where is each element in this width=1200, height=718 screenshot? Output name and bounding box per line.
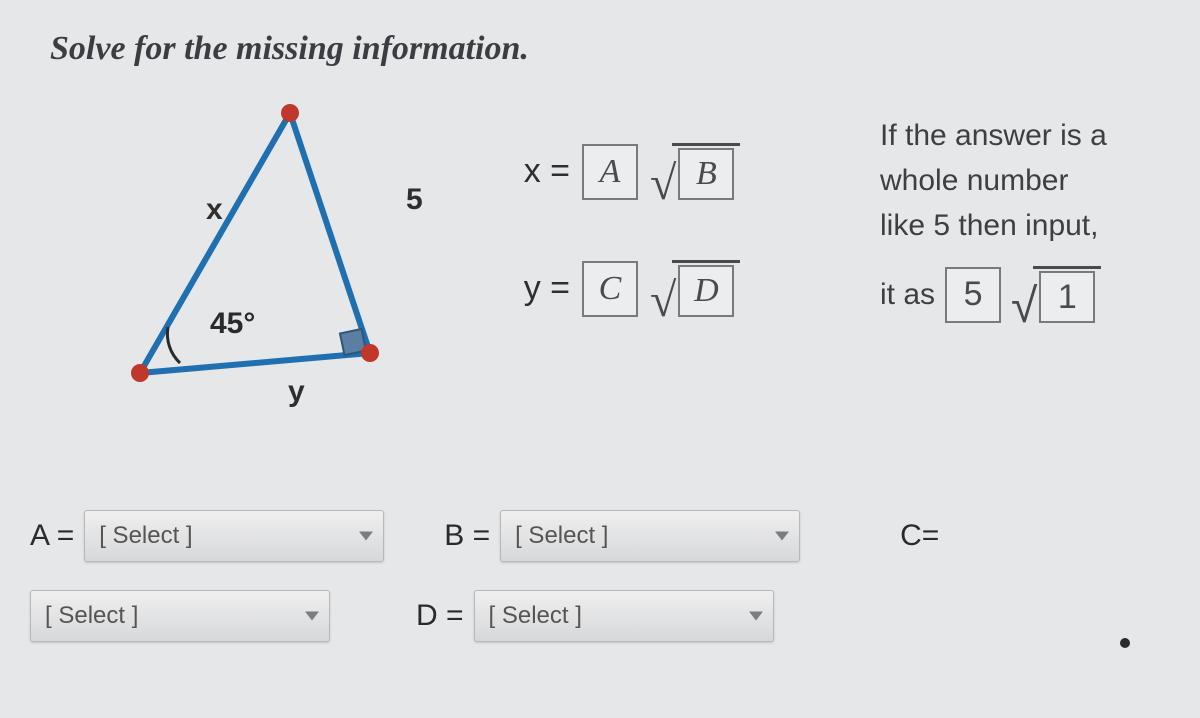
chevron-down-icon <box>305 612 319 621</box>
sqrt-icon: √ <box>1011 287 1037 327</box>
sqrt-icon: √ <box>650 164 676 204</box>
example-coef-slot: 5 <box>945 267 1001 323</box>
note-line-2: whole number <box>880 158 1200 203</box>
answer-a-label: A = <box>30 519 74 553</box>
answers-area: A = [ Select ] B = [ Select ] C= [ Selec… <box>30 510 1170 670</box>
chevron-down-icon <box>775 532 789 541</box>
stray-dot <box>1120 638 1130 648</box>
x-equals-label: x = <box>500 152 570 191</box>
chevron-down-icon <box>749 612 763 621</box>
equation-y: y = C √ D <box>500 260 850 317</box>
slot-c[interactable]: C <box>582 261 638 317</box>
select-a[interactable]: [ Select ] <box>84 510 384 562</box>
triangle-diagram: x 5 45° y <box>110 93 430 413</box>
note-line-1: If the answer is a <box>880 113 1200 158</box>
radical-example: √ 1 <box>1011 266 1101 323</box>
equations-block: x = A √ B y = C √ D <box>500 143 850 377</box>
select-a-placeholder: [ Select ] <box>99 522 192 550</box>
select-c[interactable]: [ Select ] <box>30 590 330 642</box>
sqrt-icon: √ <box>650 281 676 321</box>
slot-d[interactable]: D <box>678 265 734 317</box>
angle-label-45: 45° <box>210 307 255 341</box>
answer-d-label: D = <box>416 599 464 633</box>
chevron-down-icon <box>359 532 373 541</box>
side-label-5: 5 <box>406 183 423 217</box>
instruction-note: If the answer is a whole number like 5 t… <box>880 113 1200 323</box>
page-title: Solve for the missing information. <box>50 30 1150 68</box>
radical-y: √ D <box>650 260 740 317</box>
slot-a[interactable]: A <box>582 144 638 200</box>
y-equals-label: y = <box>500 269 570 308</box>
select-c-placeholder: [ Select ] <box>45 602 138 630</box>
content-area: x 5 45° y x = A √ B y = C √ D <box>50 83 1150 443</box>
radical-x: √ B <box>650 143 740 200</box>
side-label-y: y <box>288 375 305 409</box>
note-itas-label: it as <box>880 272 935 317</box>
slot-b[interactable]: B <box>678 148 734 200</box>
answer-b-label: B = <box>444 519 490 553</box>
select-d[interactable]: [ Select ] <box>474 590 774 642</box>
answer-c-label: C= <box>900 519 939 553</box>
equation-x: x = A √ B <box>500 143 850 200</box>
side-label-x: x <box>206 193 223 227</box>
example-rad-slot: 1 <box>1039 271 1095 323</box>
select-b[interactable]: [ Select ] <box>500 510 800 562</box>
note-line-3: like 5 then input, <box>880 203 1200 248</box>
select-d-placeholder: [ Select ] <box>489 602 582 630</box>
select-b-placeholder: [ Select ] <box>515 522 608 550</box>
